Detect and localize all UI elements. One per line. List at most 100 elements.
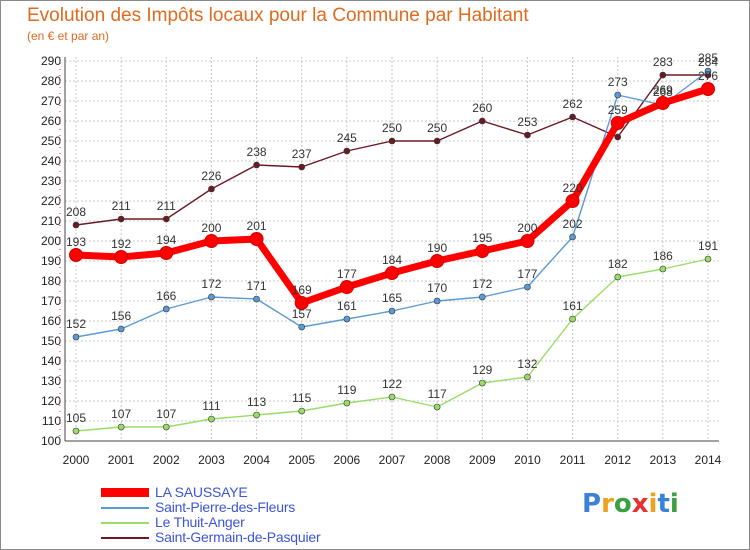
- data-point-saint-pierre: [253, 295, 260, 303]
- y-tick-label: 190: [41, 254, 61, 268]
- data-point-la-saussaye: [204, 234, 219, 248]
- data-label-thuit-anger: 107: [156, 407, 176, 421]
- data-label-saint-germain: 237: [292, 147, 312, 161]
- data-point-saint-germain: [659, 71, 667, 79]
- data-point-saint-pierre: [388, 307, 396, 315]
- data-point-saint-pierre: [433, 297, 441, 305]
- data-point-thuit-anger: [478, 379, 486, 387]
- data-point-la-saussaye: [339, 280, 354, 294]
- data-label-saint-germain: 262: [563, 97, 583, 111]
- y-tick-label: 260: [41, 114, 61, 128]
- data-point-saint-germain: [524, 131, 531, 139]
- legend-label-thuit-anger: Le Thuit-Anger: [155, 514, 245, 530]
- data-label-saint-germain: 238: [247, 145, 267, 159]
- data-point-saint-pierre: [298, 323, 306, 331]
- x-tick-label: 2008: [424, 453, 451, 467]
- x-tick-label: 2012: [604, 453, 631, 467]
- data-label-saint-germain: 245: [337, 131, 357, 145]
- data-label-saint-pierre: 156: [111, 309, 131, 323]
- data-label-thuit-anger: 107: [111, 407, 131, 421]
- data-point-la-saussaye: [610, 116, 625, 130]
- y-tick-label: 230: [41, 174, 61, 188]
- data-point-la-saussaye: [249, 232, 264, 246]
- legend-swatch-thuit-anger: [101, 522, 149, 524]
- legend-label-saint-germain: Saint-Germain-de-Pasquier: [155, 529, 321, 545]
- x-tick-label: 2003: [198, 453, 225, 467]
- data-label-thuit-anger: 122: [382, 377, 402, 391]
- data-point-thuit-anger: [433, 403, 441, 411]
- data-point-saint-pierre: [614, 91, 622, 99]
- y-tick-label: 210: [41, 214, 61, 228]
- data-point-thuit-anger: [298, 407, 306, 415]
- data-label-saint-pierre: 285: [698, 51, 718, 65]
- y-tick-label: 120: [41, 394, 61, 408]
- data-label-saint-germain: 211: [157, 199, 176, 213]
- data-label-saint-pierre: 152: [66, 317, 86, 331]
- logo-letter: P: [582, 489, 602, 519]
- data-label-thuit-anger: 115: [292, 391, 311, 405]
- x-tick-label: 2002: [153, 453, 180, 467]
- x-tick-label: 2004: [243, 453, 270, 467]
- x-tick-label: 2011: [560, 453, 586, 467]
- data-point-saint-germain: [162, 215, 170, 223]
- y-tick-label: 130: [41, 374, 61, 388]
- y-tick-label: 100: [41, 434, 61, 448]
- data-point-la-saussaye: [385, 266, 399, 280]
- data-label-saint-pierre: 273: [608, 75, 628, 89]
- data-label-saint-pierre: 165: [382, 291, 402, 305]
- data-point-saint-pierre: [208, 293, 215, 301]
- data-point-saint-pierre: [478, 293, 486, 301]
- y-tick-label: 270: [41, 94, 61, 108]
- data-label-thuit-anger: 161: [563, 299, 583, 313]
- data-point-thuit-anger: [117, 423, 125, 431]
- data-label-saint-pierre: 157: [292, 307, 312, 321]
- data-point-la-saussaye: [475, 244, 490, 258]
- data-label-thuit-anger: 117: [428, 387, 447, 401]
- logo-letter: i: [648, 489, 658, 519]
- data-point-thuit-anger: [659, 265, 667, 273]
- data-point-thuit-anger: [388, 393, 396, 401]
- data-point-saint-germain: [253, 161, 260, 169]
- data-point-thuit-anger: [524, 373, 531, 381]
- data-label-thuit-anger: 105: [66, 411, 86, 425]
- y-tick-label: 180: [41, 274, 61, 288]
- y-tick-label: 280: [41, 74, 61, 88]
- data-point-saint-germain: [388, 137, 396, 145]
- x-tick-label: 2007: [379, 453, 406, 467]
- legend-label-la-saussaye: LA SAUSSAYE: [155, 484, 248, 500]
- data-label-saint-germain: 260: [472, 101, 492, 115]
- logo-letter: o: [613, 489, 632, 519]
- legend-swatch-la-saussaye: [101, 488, 149, 497]
- data-label-thuit-anger: 191: [698, 239, 718, 253]
- data-point-thuit-anger: [614, 273, 622, 281]
- data-point-thuit-anger: [208, 415, 215, 423]
- logo-letter: x: [631, 489, 649, 519]
- data-point-la-saussaye: [294, 296, 309, 310]
- data-label-saint-germain: 211: [112, 199, 131, 213]
- data-point-thuit-anger: [569, 315, 576, 323]
- data-point-la-saussaye: [655, 96, 670, 110]
- data-point-saint-pierre: [72, 333, 80, 341]
- data-label-la-saussaye: 192: [111, 237, 131, 251]
- y-tick-label: 160: [41, 314, 61, 328]
- data-label-saint-pierre: 170: [427, 281, 447, 295]
- data-label-saint-pierre: 177: [517, 267, 537, 281]
- data-point-saint-germain: [298, 163, 306, 171]
- data-point-la-saussaye: [565, 194, 580, 208]
- data-label-saint-pierre: 202: [563, 217, 583, 231]
- data-point-saint-germain: [614, 133, 622, 141]
- logo-letter: r: [601, 489, 614, 519]
- x-tick-label: 2009: [469, 453, 496, 467]
- data-label-la-saussaye: 200: [517, 221, 537, 235]
- data-label-saint-pierre: 268: [653, 85, 673, 99]
- data-label-la-saussaye: 259: [608, 103, 628, 117]
- data-label-la-saussaye: 190: [427, 241, 447, 255]
- y-tick-label: 140: [41, 354, 61, 368]
- y-tick-label: 240: [41, 154, 61, 168]
- data-label-la-saussaye: 177: [337, 267, 357, 281]
- y-tick-label: 110: [42, 414, 61, 428]
- data-label-saint-germain: 253: [517, 115, 537, 129]
- x-tick-label: 2014: [695, 453, 722, 467]
- logo-letter: t: [657, 489, 670, 519]
